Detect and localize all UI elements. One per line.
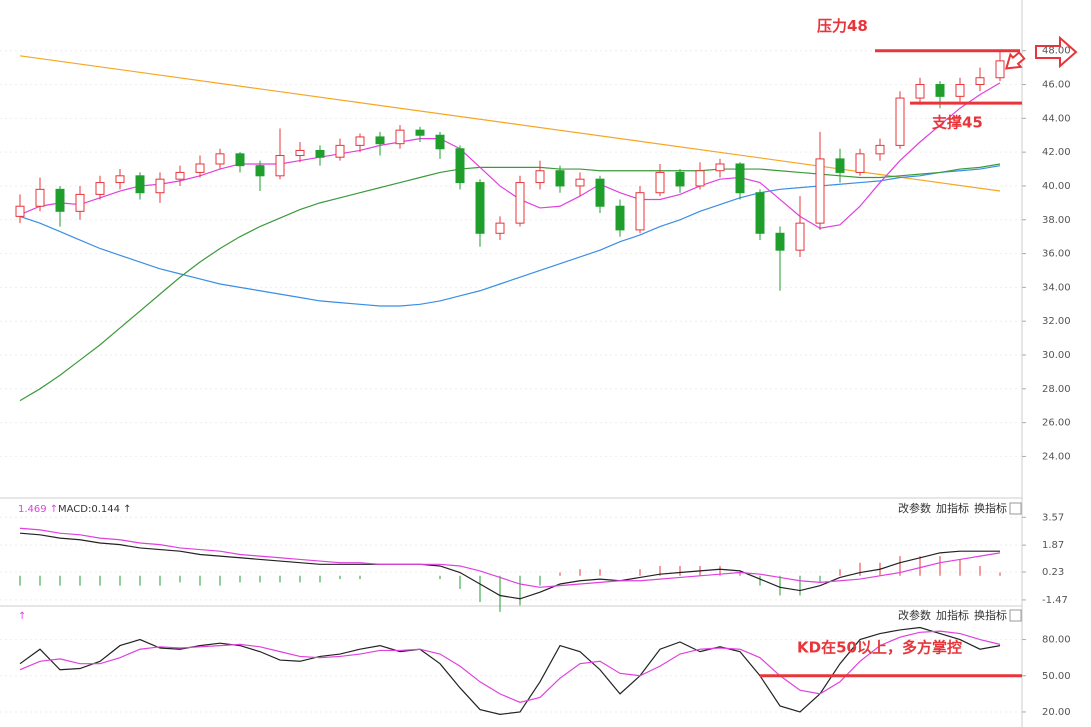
indicator-line [19, 630, 1001, 703]
candle-body [315, 149, 325, 158]
indicator-line [19, 163, 1001, 402]
y-tick-label: 48.00 [1042, 46, 1071, 57]
annotation-label: KD在50以上，多方掌控 [797, 638, 962, 656]
arrow-icon [1035, 35, 1078, 69]
candle-body [535, 170, 545, 184]
candle-body [375, 136, 385, 145]
y-tick-label: 36.00 [1042, 249, 1071, 260]
y-tick-label: 28.00 [1042, 384, 1071, 395]
indicator-header: MACD:0.144 ↑ [58, 504, 132, 515]
indicator-header: ↑ [18, 611, 26, 622]
candle-body [115, 175, 125, 184]
indicator-line [19, 527, 1001, 588]
candle-body [35, 188, 45, 207]
candle-body [895, 97, 905, 146]
candle-body [655, 171, 665, 194]
toolbar-button: 改参数 [898, 501, 931, 515]
candle-body [95, 182, 105, 195]
toolbar-button: 换指标 [974, 501, 1007, 515]
candle-body [495, 222, 505, 234]
candle-body [555, 170, 565, 187]
y-tick-label: 50.00 [1042, 671, 1071, 682]
indicator-header: 1.469 ↑ [18, 504, 58, 515]
candle-body [395, 129, 405, 145]
y-tick-label: 20.00 [1042, 707, 1071, 718]
candle-body [995, 60, 1005, 79]
y-tick-label: 24.00 [1042, 451, 1071, 462]
candle-body [755, 192, 765, 234]
candle-body [295, 149, 305, 157]
indicator-line [19, 532, 1000, 600]
candle-body [55, 188, 65, 212]
candle-body [795, 222, 805, 251]
candle-body [955, 84, 965, 97]
candle-body [515, 182, 525, 224]
candle-body [135, 175, 145, 194]
candle-body [335, 144, 345, 158]
candle-body [735, 163, 745, 194]
candle-body [255, 165, 265, 177]
y-tick-label: 80.00 [1042, 635, 1071, 646]
y-tick-label: 42.00 [1042, 147, 1071, 158]
candle-body [875, 144, 885, 155]
y-tick-label: 38.00 [1042, 215, 1071, 226]
candle-body [575, 178, 585, 187]
y-tick-label: 0.23 [1042, 567, 1064, 578]
candle-body [195, 163, 205, 173]
candle-body [415, 129, 425, 136]
y-tick-label: -1.47 [1042, 595, 1068, 606]
candle-body [915, 84, 925, 99]
annotation-label: 支撑45 [931, 114, 983, 132]
candle-body [935, 84, 945, 97]
candle-body [815, 158, 825, 224]
candle-body [715, 163, 725, 172]
y-tick-label: 26.00 [1042, 418, 1071, 429]
candle-body [355, 136, 365, 146]
candle-body [635, 192, 645, 231]
candle-body [595, 178, 605, 207]
candle-body [15, 205, 25, 217]
y-tick-label: 44.00 [1042, 113, 1071, 124]
candle-body [695, 170, 705, 187]
toolbar-button: 换指标 [974, 608, 1007, 622]
y-tick-label: 34.00 [1042, 282, 1071, 293]
candle-body [775, 232, 785, 251]
y-tick-label: 46.00 [1042, 80, 1071, 91]
toolbar-button: 加指标 [936, 501, 969, 515]
candle-body [975, 77, 985, 86]
candle-body [75, 193, 85, 212]
indicator-line [19, 626, 1001, 715]
candle-body [835, 158, 845, 173]
candle-body [855, 153, 865, 173]
close-button [1009, 502, 1022, 515]
indicator-line [19, 82, 1001, 229]
annotation-label: 压力48 [817, 17, 868, 35]
candle-body [455, 148, 465, 184]
candle-body [175, 171, 185, 180]
y-tick-label: 3.57 [1042, 512, 1064, 523]
candle-body [235, 153, 245, 167]
candle-body [155, 178, 165, 194]
candle-body [675, 171, 685, 187]
candle-body [435, 134, 445, 150]
candle-body [615, 205, 625, 231]
toolbar-button: 加指标 [936, 608, 969, 622]
y-tick-label: 30.00 [1042, 350, 1071, 361]
candle-body [475, 182, 485, 234]
candle-body [215, 153, 225, 165]
close-button [1009, 609, 1022, 622]
toolbar-button: 改参数 [898, 608, 931, 622]
candle-body [275, 155, 285, 177]
y-tick-label: 32.00 [1042, 316, 1071, 327]
y-tick-label: 1.87 [1042, 540, 1064, 551]
y-tick-label: 40.00 [1042, 181, 1071, 192]
arrow-icon [1004, 51, 1026, 70]
